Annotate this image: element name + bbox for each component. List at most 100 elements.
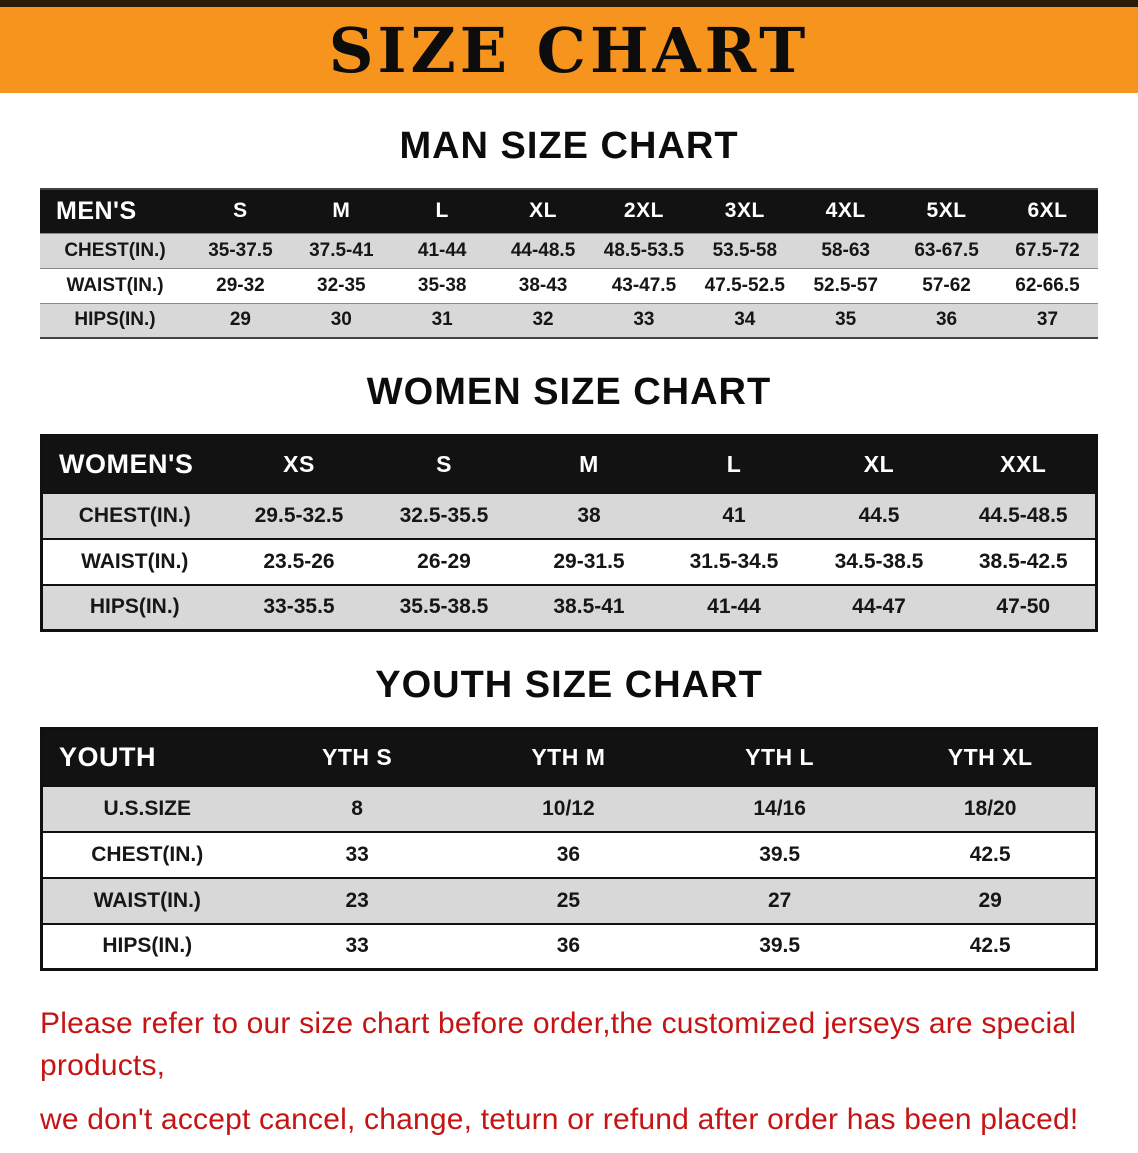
table-title-cell: YOUTH	[41, 728, 252, 786]
size-header-cell: L	[391, 189, 493, 233]
value-cell: 38.5-41	[516, 583, 662, 631]
size-header-cell: 5XL	[896, 189, 997, 233]
value-cell: 47.5-52.5	[694, 267, 796, 303]
value-cell: 44.5	[806, 491, 952, 539]
value-cell: 41	[661, 491, 807, 539]
row-label-cell: HIPS(IN.)	[41, 583, 227, 631]
value-cell: 34	[694, 302, 796, 338]
table-title-cell: MEN'S	[40, 189, 190, 233]
value-cell: 29-32	[190, 267, 291, 303]
value-cell: 39.5	[674, 922, 886, 970]
value-cell: 38.5-42.5	[951, 537, 1097, 585]
value-cell: 31	[391, 302, 493, 338]
size-header-cell: 6XL	[997, 189, 1098, 233]
size-header-cell: L	[661, 435, 807, 493]
value-cell: 37.5-41	[290, 232, 392, 268]
table-row: WAIST(IN.) 23 25 27 29	[41, 876, 1097, 924]
row-label-cell: HIPS(IN.)	[40, 302, 190, 338]
value-cell: 31.5-34.5	[661, 537, 807, 585]
value-cell: 37	[997, 302, 1098, 338]
mens-size-table: MEN'S S M L XL 2XL 3XL 4XL 5XL 6XL CHEST(IN.) 35-37…	[40, 188, 1098, 339]
value-cell: 34.5-38.5	[806, 537, 952, 585]
value-cell: 48.5-53.5	[593, 232, 695, 268]
notice-line-1: Please refer to our size chart before or…	[40, 1007, 1077, 1082]
banner: SIZE CHART	[0, 7, 1138, 93]
value-cell: 47-50	[951, 583, 1097, 631]
value-cell: 33	[251, 830, 463, 878]
table-row: CHEST(IN.) 35-37.5 37.5-41 41-44 44-48.5 48.5…	[40, 232, 1098, 268]
size-header-cell: XL	[492, 189, 594, 233]
value-cell: 8	[251, 784, 463, 832]
footer-notice: Please refer to our size chart before or…	[40, 1003, 1098, 1141]
value-cell: 10/12	[462, 784, 674, 832]
value-cell: 58-63	[795, 232, 897, 268]
header-row: MEN'S S M L XL 2XL 3XL 4XL 5XL 6XL	[40, 189, 1098, 233]
row-label-cell: HIPS(IN.)	[41, 922, 252, 970]
value-cell: 57-62	[896, 267, 997, 303]
value-cell: 25	[462, 876, 674, 924]
youth-size-section: YOUTH SIZE CHART YOUTH YTH S YTH M YTH L YTH…	[0, 664, 1138, 971]
size-header-cell: 4XL	[795, 189, 897, 233]
value-cell: 41-44	[391, 232, 493, 268]
value-cell: 35.5-38.5	[371, 583, 517, 631]
value-cell: 43-47.5	[593, 267, 695, 303]
table-row: HIPS(IN.) 33 36 39.5 42.5	[41, 922, 1097, 970]
value-cell: 38-43	[492, 267, 594, 303]
row-label-cell: WAIST(IN.)	[40, 267, 190, 303]
page-title: SIZE CHART	[328, 13, 810, 87]
value-cell: 38	[516, 491, 662, 539]
value-cell: 35-38	[391, 267, 493, 303]
size-header-cell: YTH L	[674, 728, 886, 786]
value-cell: 39.5	[674, 830, 886, 878]
table-row: CHEST(IN.) 29.5-32.5 32.5-35.5 38 41 44.5 44.5…	[41, 491, 1097, 539]
value-cell: 26-29	[371, 537, 517, 585]
top-strip	[0, 0, 1138, 7]
value-cell: 36	[896, 302, 997, 338]
value-cell: 42.5	[885, 830, 1097, 878]
header-row: WOMEN'S XS S M L XL XXL	[41, 435, 1097, 493]
value-cell: 53.5-58	[694, 232, 796, 268]
size-header-cell: 3XL	[694, 189, 796, 233]
row-label-cell: WAIST(IN.)	[41, 537, 227, 585]
womens-size-section: WOMEN SIZE CHART WOMEN'S XS S M L XL XXL CHEST(…	[0, 371, 1138, 632]
size-header-cell: 2XL	[593, 189, 695, 233]
value-cell: 27	[674, 876, 886, 924]
table-row: U.S.SIZE 8 10/12 14/16 18/20	[41, 784, 1097, 832]
row-label-cell: U.S.SIZE	[41, 784, 252, 832]
value-cell: 29	[885, 876, 1097, 924]
value-cell: 42.5	[885, 922, 1097, 970]
size-header-cell: S	[190, 189, 291, 233]
value-cell: 32	[492, 302, 594, 338]
table-row: WAIST(IN.) 29-32 32-35 35-38 38-43 43-47.5 47.…	[40, 267, 1098, 303]
youth-size-table: YOUTH YTH S YTH M YTH L YTH XL U.S.SIZE 8 10/12…	[40, 727, 1098, 971]
row-label-cell: CHEST(IN.)	[40, 232, 190, 268]
value-cell: 29-31.5	[516, 537, 662, 585]
row-label-cell: WAIST(IN.)	[41, 876, 252, 924]
row-label-cell: CHEST(IN.)	[41, 491, 227, 539]
value-cell: 33	[251, 922, 463, 970]
womens-size-table: WOMEN'S XS S M L XL XXL CHEST(IN.) 29.5-32.5 32.5…	[40, 434, 1098, 632]
table-row: HIPS(IN.) 29 30 31 32 33 34 35 36 37	[40, 302, 1098, 338]
value-cell: 41-44	[661, 583, 807, 631]
size-header-cell: YTH S	[251, 728, 463, 786]
notice-line-2: we don't accept cancel, change, teturn o…	[40, 1103, 1079, 1136]
value-cell: 32.5-35.5	[371, 491, 517, 539]
value-cell: 44.5-48.5	[951, 491, 1097, 539]
value-cell: 33-35.5	[226, 583, 372, 631]
value-cell: 29.5-32.5	[226, 491, 372, 539]
value-cell: 62-66.5	[997, 267, 1098, 303]
value-cell: 35	[795, 302, 897, 338]
mens-size-section: MAN SIZE CHART MEN'S S M L XL 2XL 3XL 4XL 5XL 6XL…	[0, 125, 1138, 339]
youth-chart-heading: YOUTH SIZE CHART	[375, 664, 763, 706]
value-cell: 32-35	[290, 267, 392, 303]
table-row: CHEST(IN.) 33 36 39.5 42.5	[41, 830, 1097, 878]
size-header-cell: S	[371, 435, 517, 493]
value-cell: 44-48.5	[492, 232, 594, 268]
size-header-cell: XL	[806, 435, 952, 493]
value-cell: 44-47	[806, 583, 952, 631]
size-header-cell: YTH M	[462, 728, 674, 786]
value-cell: 36	[462, 830, 674, 878]
size-header-cell: YTH XL	[885, 728, 1097, 786]
size-header-cell: M	[516, 435, 662, 493]
